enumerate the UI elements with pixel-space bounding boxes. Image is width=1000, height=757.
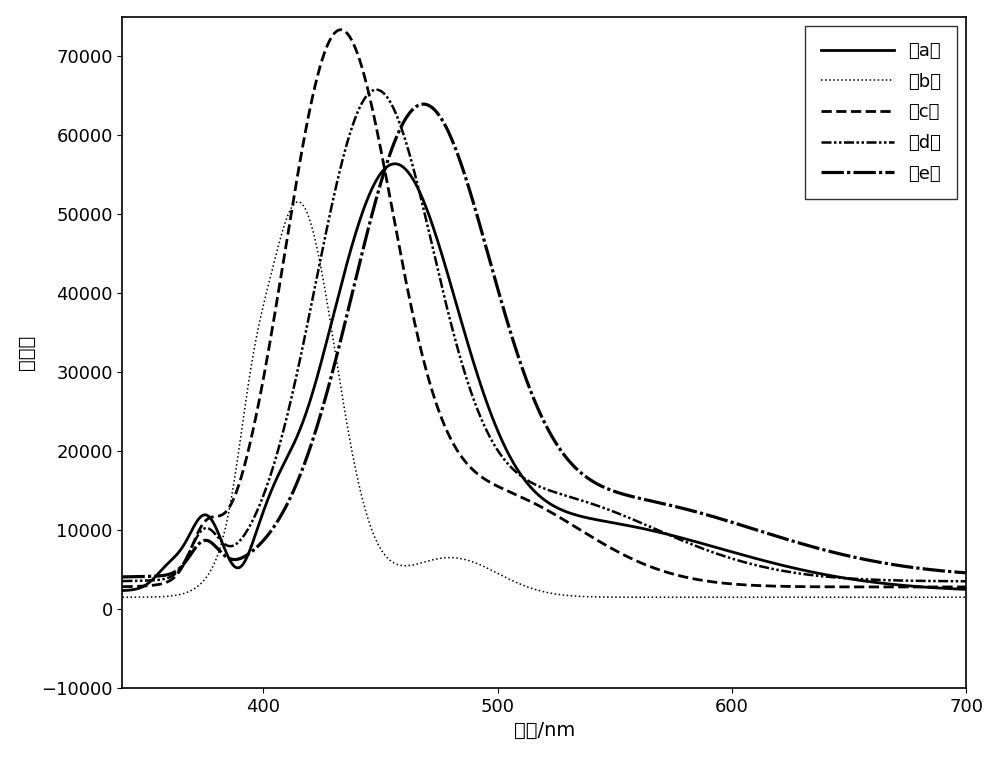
（b） — [855, 593, 867, 602]
（d） — [527, 479, 539, 488]
（c） — [781, 582, 793, 591]
（a） — [160, 561, 172, 570]
（b） — [527, 584, 539, 593]
（b） — [781, 593, 793, 602]
（d） — [370, 85, 382, 94]
（c） — [936, 582, 948, 591]
（e） — [527, 393, 539, 402]
X-axis label: 波长/nm: 波长/nm — [514, 721, 575, 740]
（a） — [781, 562, 793, 571]
（b） — [960, 593, 972, 602]
（d） — [505, 463, 517, 472]
（b） — [292, 198, 304, 207]
（e） — [505, 329, 517, 338]
Line: （b）: （b） — [122, 202, 966, 597]
（e） — [936, 566, 948, 575]
（d） — [936, 577, 948, 586]
（c） — [160, 578, 172, 587]
（b） — [936, 593, 948, 602]
（a） — [116, 586, 128, 595]
（e） — [781, 535, 793, 544]
（a） — [389, 159, 401, 168]
（a） — [960, 585, 972, 594]
（e） — [417, 100, 429, 109]
（d） — [116, 577, 128, 586]
（d） — [781, 567, 793, 576]
（a） — [505, 453, 517, 463]
（a） — [936, 584, 948, 593]
（e） — [960, 569, 972, 578]
（e） — [160, 571, 172, 580]
（e） — [936, 566, 948, 575]
Y-axis label: 吸光率: 吸光率 — [17, 335, 36, 370]
（c） — [936, 582, 948, 591]
（a） — [527, 485, 539, 494]
Line: （c）: （c） — [122, 30, 966, 587]
（c） — [527, 498, 539, 507]
（d） — [160, 574, 172, 583]
（a） — [936, 584, 948, 593]
Line: （d）: （d） — [122, 89, 966, 581]
（b） — [116, 593, 128, 602]
（d） — [960, 577, 972, 586]
（d） — [936, 577, 948, 586]
（c） — [960, 582, 972, 591]
（b） — [505, 575, 517, 584]
（b） — [160, 592, 172, 601]
（b） — [937, 593, 949, 602]
Line: （a）: （a） — [122, 164, 966, 590]
Line: （e）: （e） — [122, 104, 966, 577]
（e） — [116, 572, 128, 581]
（c） — [335, 25, 347, 34]
Legend: （a）, （b）, （c）, （d）, （e）: （a）, （b）, （c）, （d）, （e） — [805, 26, 957, 199]
（c） — [505, 488, 517, 497]
（c） — [116, 582, 128, 591]
